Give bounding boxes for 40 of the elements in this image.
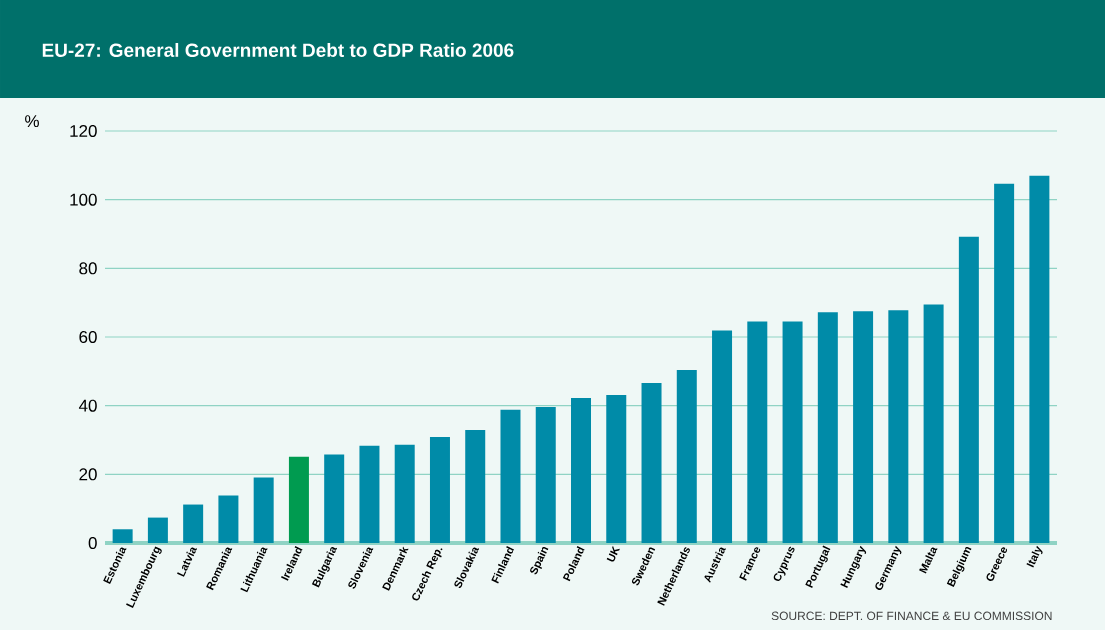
chart-title: EU-27: General Government Debt to GDP Ratio 2006 <box>42 43 514 57</box>
bar <box>112 529 133 543</box>
bar <box>747 321 768 543</box>
bar <box>958 236 979 543</box>
bar <box>500 409 521 543</box>
bar <box>183 504 204 543</box>
bar <box>535 407 556 543</box>
bar <box>324 454 345 543</box>
bar <box>394 444 415 543</box>
y-tick-label: 100 <box>70 193 97 206</box>
source-note: SOURCE: DEPT. OF FINANCE & EU COMMISSION <box>771 611 1052 621</box>
y-tick-label: 120 <box>70 124 97 138</box>
x-tick-label: Italy <box>1026 545 1043 568</box>
y-tick-label: 80 <box>79 262 97 275</box>
bar <box>853 311 874 543</box>
bar <box>712 330 733 543</box>
y-tick-label: 40 <box>78 399 97 412</box>
bar <box>606 395 627 543</box>
bar <box>253 477 274 543</box>
bar <box>288 456 309 543</box>
bar <box>641 383 662 543</box>
bar <box>147 517 168 543</box>
bar <box>218 495 239 543</box>
bar <box>817 312 838 543</box>
bar <box>782 321 803 543</box>
y-tick-label: 0 <box>88 536 97 550</box>
bar <box>888 310 909 543</box>
bar <box>1029 175 1050 543</box>
bar <box>676 369 697 543</box>
y-tick-label: 60 <box>79 330 97 344</box>
bar <box>429 436 450 543</box>
y-tick-label: 20 <box>79 468 97 481</box>
bar <box>465 430 486 543</box>
bar <box>359 445 380 543</box>
x-tick-label: UK <box>606 545 620 562</box>
x-tick-label: Spain <box>530 546 549 575</box>
y-axis-title: % <box>25 115 39 128</box>
bar <box>994 183 1015 543</box>
bar <box>923 304 944 543</box>
bar <box>571 398 592 543</box>
